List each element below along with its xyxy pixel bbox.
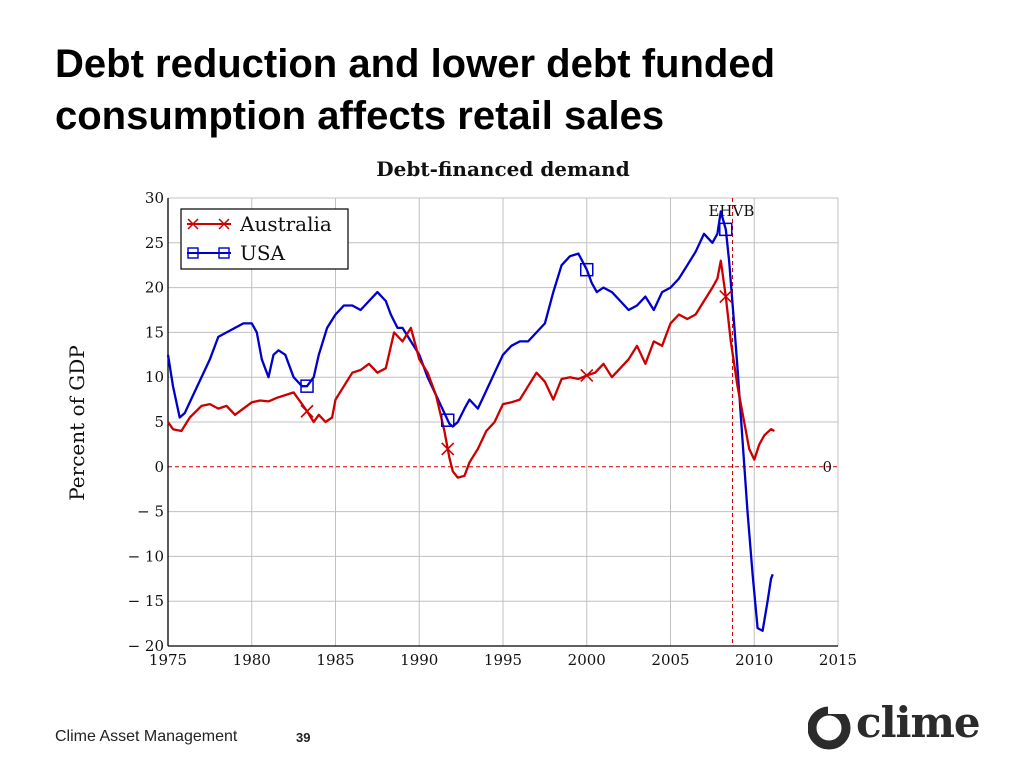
y-tick-label: − 10	[128, 547, 164, 565]
x-tick-label: 1980	[233, 651, 271, 669]
ehvb-annotation: EHVB	[708, 202, 754, 220]
x-tick-label: 1975	[149, 651, 187, 669]
clime-logo: clime	[808, 698, 998, 754]
zero-annotation: 0	[822, 458, 832, 476]
x-tick-label: 2000	[568, 651, 606, 669]
chart-legend: Australia USA	[180, 208, 349, 270]
australia-marker	[300, 404, 314, 418]
y-tick-label: 15	[145, 323, 164, 341]
x-tick-label: 1995	[484, 651, 522, 669]
debt-financed-demand-chart: Debt-financed demand 0 EHVB 1975 1980 1985 1…	[65, 157, 857, 669]
x-tick-label: 2010	[735, 651, 773, 669]
y-tick-label: − 5	[137, 503, 164, 521]
x-tick-label: 2005	[651, 651, 689, 669]
y-tick-label: 10	[145, 368, 164, 386]
legend-marker	[187, 247, 199, 259]
clime-logo-mark-icon	[808, 704, 852, 750]
series-line-australia	[167, 259, 775, 479]
slide-title: Debt reduction and lower debt funded con…	[55, 38, 995, 142]
page-number: 39	[296, 730, 311, 745]
legend-marker	[218, 218, 230, 230]
legend-marker	[218, 247, 230, 259]
usa-marker	[300, 379, 314, 393]
y-tick-label: 0	[154, 458, 164, 476]
usa-marker	[580, 262, 594, 277]
y-tick-label: − 20	[128, 637, 164, 655]
legend-label-usa: USA	[240, 241, 286, 265]
legend-marker	[187, 218, 199, 230]
footer-company-name: Clime Asset Management	[55, 728, 238, 745]
australia-marker	[441, 442, 455, 456]
x-tick-label: 1985	[316, 651, 354, 669]
y-tick-label: 5	[154, 413, 164, 431]
y-tick-label: 25	[145, 234, 164, 252]
usa-marker	[440, 413, 455, 427]
series-line-usa	[166, 210, 774, 632]
australia-marker	[719, 289, 733, 304]
x-tick-label: 2015	[819, 651, 857, 669]
y-tick-label: 30	[145, 189, 164, 207]
y-tick-label: − 15	[128, 592, 164, 610]
legend-label-australia: Australia	[239, 212, 332, 236]
y-tick-label: 20	[145, 279, 164, 297]
x-tick-label: 1990	[400, 651, 438, 669]
chart-title: Debt-financed demand	[376, 157, 629, 181]
clime-logo-text: clime	[856, 698, 981, 747]
usa-marker	[719, 222, 733, 237]
slide-title-line-1: Debt reduction and lower debt funded	[55, 42, 775, 86]
australia-marker	[580, 368, 594, 382]
slide-title-line-2: consumption affects retail sales	[55, 94, 665, 138]
y-axis-label: Percent of GDP	[65, 345, 89, 501]
legend-box	[180, 208, 349, 270]
series-layer	[166, 210, 775, 632]
